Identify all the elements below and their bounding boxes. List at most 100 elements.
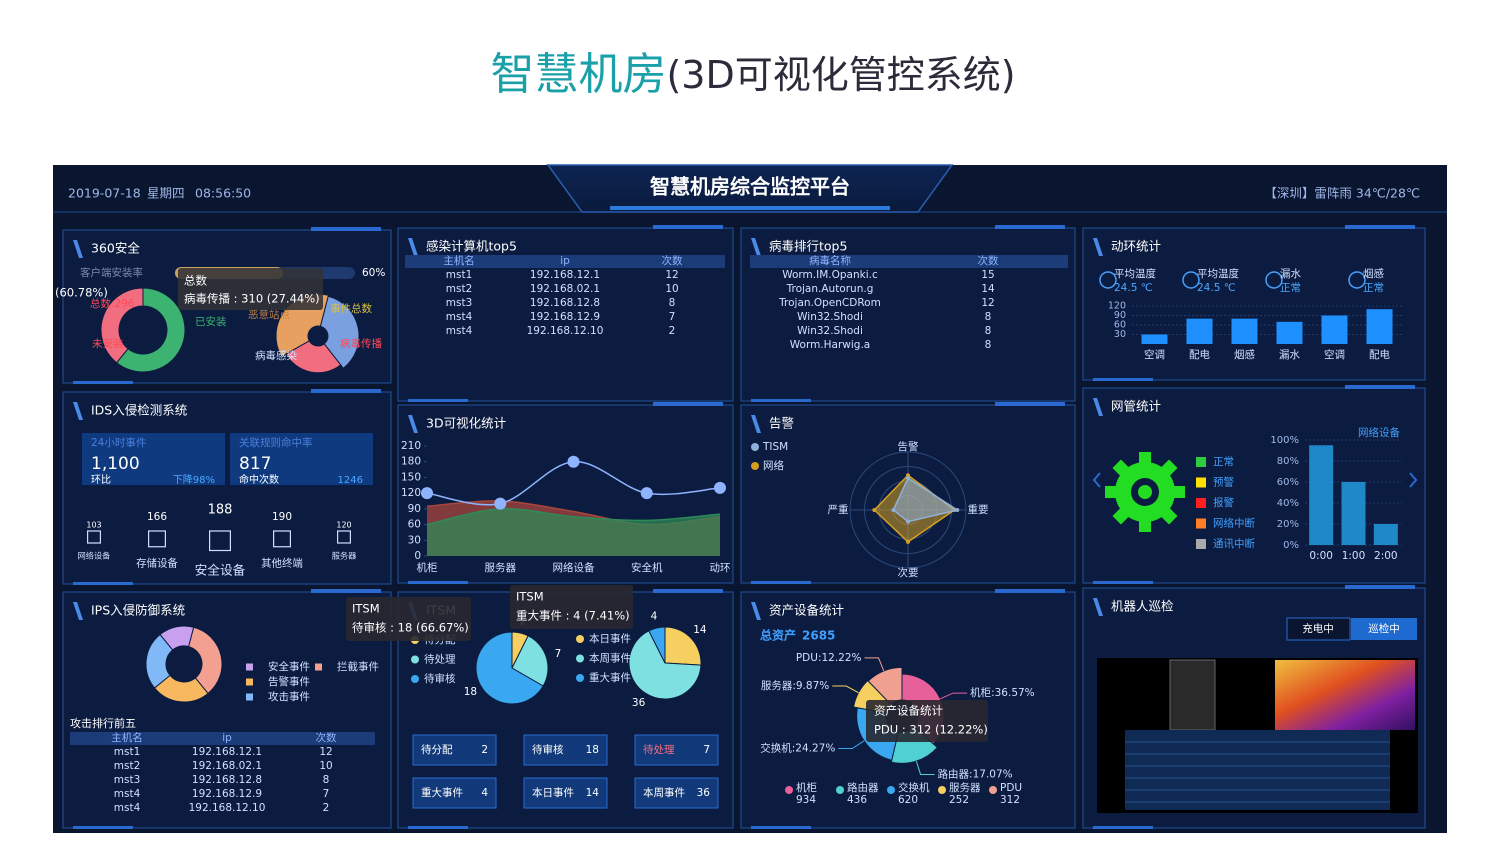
x-tick-label: 烟感 — [1234, 348, 1256, 361]
bar — [1366, 309, 1393, 344]
panel-accent — [995, 225, 1065, 229]
line-point — [494, 497, 507, 510]
itsm-button[interactable] — [412, 777, 497, 809]
legend-label: TISM — [762, 441, 788, 453]
card-label: 关联规则命中率 — [239, 436, 313, 449]
table-cell: 192.168.02.1 — [192, 760, 262, 772]
panel-accent — [653, 402, 723, 406]
data-label: 18 — [464, 686, 477, 698]
data-label: 4 — [651, 610, 658, 622]
legend-dot — [576, 654, 584, 663]
sensor-name: 平均温度 — [1114, 267, 1156, 280]
panel-accent — [311, 227, 381, 231]
table-cell: 10 — [665, 283, 678, 295]
legend-dot — [411, 675, 419, 683]
table-cell: 192.168.12.9 — [530, 311, 600, 323]
radar-point — [872, 508, 877, 512]
sensor-status: 正常 — [1280, 281, 1301, 294]
table-cell: 192.168.12.10 — [527, 325, 604, 337]
panel — [740, 227, 1076, 402]
legend-label: 未安装 — [92, 337, 124, 350]
device-count: 166 — [147, 511, 167, 523]
title-icon — [408, 238, 418, 256]
legend-value: 252 — [949, 794, 969, 806]
value-label: (60.78%) — [55, 286, 108, 300]
radar-point — [906, 476, 910, 481]
panel-accent — [73, 826, 133, 829]
panel-title: 360安全 — [91, 241, 140, 256]
itsm-button[interactable] — [634, 734, 719, 766]
panel-accent — [408, 399, 468, 402]
table-cell: 192.168.02.1 — [530, 283, 600, 295]
table-header: 次数 — [662, 254, 683, 267]
legend-dot — [989, 786, 997, 794]
sensor-status: 24.5 ℃ — [1114, 282, 1153, 294]
nav-arrow[interactable] — [1409, 472, 1418, 488]
panel-title: 动环统计 — [1111, 239, 1161, 254]
tooltip — [346, 597, 471, 641]
table-cell: mst4 — [446, 311, 473, 323]
device-count: 188 — [208, 503, 233, 518]
itsm-button[interactable] — [523, 734, 608, 766]
button-value: 18 — [586, 744, 599, 756]
table-cell: mst4 — [114, 802, 141, 814]
itsm-button[interactable] — [412, 734, 497, 766]
button-label: 充电中 — [1302, 622, 1334, 635]
pie-slice — [648, 626, 666, 664]
panel-title: 3D可视化统计 — [426, 416, 506, 431]
panel-title: 病毒排行top5 — [769, 239, 847, 254]
table-cell: 2 — [669, 325, 676, 337]
tooltip-title: 资产设备统计 — [874, 704, 943, 718]
total-value: 2685 — [802, 629, 835, 643]
title-icon — [73, 602, 83, 620]
legend-swatch — [1196, 518, 1206, 529]
legend-label: 本周事件 — [589, 652, 631, 665]
axis-label: 严重 — [828, 503, 849, 516]
leader-line — [838, 740, 865, 750]
table-cell: Win32.Shodi — [797, 325, 863, 337]
panel-accent — [751, 581, 811, 584]
legend-swatch — [246, 678, 253, 686]
x-tick-label: 空调 — [1144, 348, 1165, 361]
device-name: 网络设备 — [78, 551, 111, 561]
tooltip — [866, 700, 988, 742]
title-icon — [73, 402, 83, 420]
line-point — [640, 487, 653, 500]
title-icon — [1093, 398, 1103, 416]
legend-label: 网络 — [763, 459, 784, 472]
sensor-status: 正常 — [1363, 281, 1384, 294]
button-label: 巡检中 — [1368, 622, 1400, 635]
table-cell: 12 — [665, 269, 678, 281]
table-cell: 192.168.12.8 — [192, 774, 262, 786]
legend-dot — [751, 462, 759, 470]
weekday: 星期四 — [147, 186, 185, 201]
panel-accent — [995, 402, 1065, 406]
panel-accent — [1093, 581, 1153, 584]
tooltip-title: ITSM — [516, 590, 544, 604]
y-tick-label: 100% — [1270, 435, 1299, 446]
pie-slice — [100, 287, 144, 364]
robot-button[interactable] — [1286, 617, 1351, 641]
x-tick-label: 空调 — [1324, 348, 1345, 361]
pie-slice — [628, 630, 702, 700]
button-value: 2 — [481, 744, 488, 756]
device-icon — [273, 530, 292, 548]
radar-point — [891, 508, 896, 512]
page-title: 智慧机房(3D可视化管控系统) — [490, 49, 1015, 100]
y-tick-label: 20% — [1277, 519, 1299, 530]
device-count: 120 — [336, 521, 351, 530]
legend-label: 预警 — [1213, 476, 1235, 489]
table-cell: 192.168.12.10 — [189, 802, 266, 814]
table-cell: 8 — [985, 311, 992, 323]
bar — [1276, 321, 1303, 344]
itsm-button[interactable] — [634, 777, 719, 809]
legend-label: 通讯中断 — [1213, 537, 1255, 550]
slice-label: 交换机:24.27% — [760, 742, 835, 755]
x-tick-label: 安全机 — [631, 561, 663, 574]
itsm-button[interactable] — [523, 777, 608, 809]
video-door — [1169, 659, 1216, 731]
card-value: 817 — [239, 454, 271, 474]
nav-arrow[interactable] — [1092, 472, 1101, 488]
robot-button[interactable] — [1351, 618, 1417, 640]
